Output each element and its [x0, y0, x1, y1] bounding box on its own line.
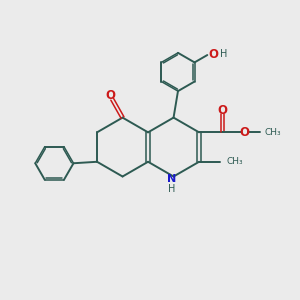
Text: O: O — [240, 126, 250, 140]
Text: O: O — [218, 104, 228, 117]
Text: CH₃: CH₃ — [227, 157, 243, 166]
Text: O: O — [105, 89, 115, 102]
Text: H: H — [168, 184, 176, 194]
Text: H: H — [220, 50, 227, 59]
Text: O: O — [209, 48, 219, 61]
Text: CH₃: CH₃ — [264, 128, 281, 137]
Text: N: N — [167, 174, 177, 184]
